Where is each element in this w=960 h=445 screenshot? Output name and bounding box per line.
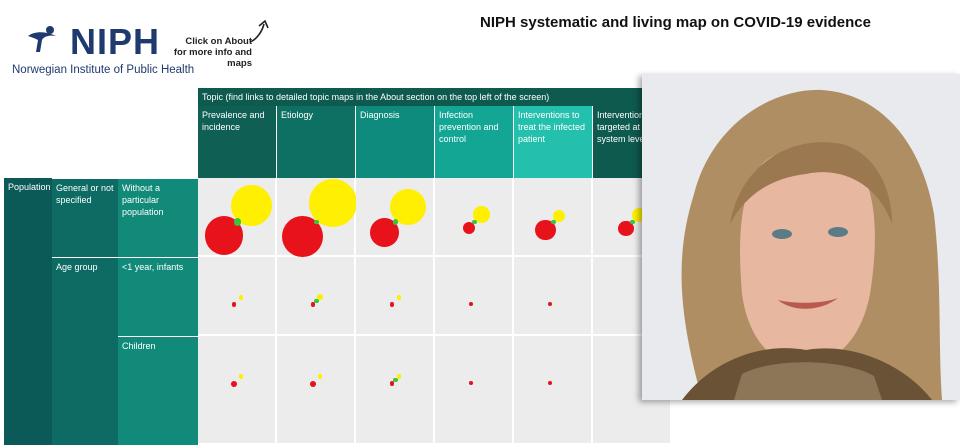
bubble-red[interactable] [548, 381, 553, 386]
row-subheader[interactable]: Children [118, 336, 198, 445]
map-cell[interactable] [514, 178, 593, 257]
bubble-yellow[interactable] [396, 294, 402, 300]
bubble-green[interactable] [314, 298, 319, 304]
map-cell[interactable] [435, 336, 514, 445]
bubble-green[interactable] [314, 219, 319, 225]
bubble-green[interactable] [392, 219, 399, 225]
map-cell[interactable] [356, 257, 435, 336]
logo-wordmark: NIPH [70, 21, 161, 62]
bubble-yellow[interactable] [553, 209, 566, 222]
niph-logo[interactable]: NIPH Norwegian Institute of Public Healt… [12, 20, 195, 80]
about-hint: Click on About for more info and maps [173, 36, 252, 69]
bubble-red[interactable] [548, 302, 553, 307]
bubble-red[interactable] [231, 302, 237, 307]
row-group-header: General or not specified [52, 178, 118, 257]
bubble-yellow[interactable] [473, 205, 490, 223]
column-header[interactable]: Prevalence and incidence [198, 106, 277, 178]
portrait-illustration [642, 74, 960, 400]
map-cell[interactable] [435, 178, 514, 257]
bubble-yellow[interactable] [308, 179, 357, 228]
bubble-green[interactable] [393, 377, 398, 383]
bubble-red[interactable] [469, 302, 474, 307]
column-header[interactable]: Etiology [277, 106, 356, 178]
column-header[interactable]: Infection prevention and control [435, 106, 514, 178]
bubble-red[interactable] [309, 380, 316, 387]
map-cell[interactable] [514, 336, 593, 445]
bubble-yellow[interactable] [238, 294, 244, 300]
bubble-red[interactable] [389, 302, 395, 307]
map-cell[interactable] [277, 336, 356, 445]
bubble-red[interactable] [230, 380, 237, 387]
niph-logo-icon [28, 26, 56, 52]
bubble-yellow[interactable] [317, 294, 324, 300]
column-header[interactable]: Diagnosis [356, 106, 435, 178]
map-cell[interactable] [198, 336, 277, 445]
map-cell[interactable] [277, 257, 356, 336]
logo-subtitle: Norwegian Institute of Public Health [12, 64, 195, 76]
bubble-yellow[interactable] [396, 373, 402, 379]
bubble-red[interactable] [389, 381, 395, 386]
map-cell[interactable] [198, 178, 277, 257]
row-subheader[interactable]: <1 year, infants [118, 257, 198, 336]
bubble-yellow[interactable] [317, 373, 323, 379]
bubble-red[interactable] [618, 220, 634, 237]
bubble-red[interactable] [310, 302, 316, 307]
map-cell[interactable] [435, 257, 514, 336]
map-cell[interactable] [198, 257, 277, 336]
page-title: NIPH systematic and living map on COVID-… [480, 14, 871, 31]
column-header[interactable]: Interventions to treat the infected pati… [514, 106, 593, 178]
bubble-red[interactable] [462, 221, 475, 234]
bubble-red[interactable] [535, 219, 556, 241]
map-cell[interactable] [277, 178, 357, 257]
map-cell[interactable] [356, 336, 435, 445]
bubble-green[interactable] [472, 219, 477, 225]
topic-header: Topic (find links to detailed topic maps… [198, 88, 672, 106]
presenter-photo [642, 74, 960, 400]
bubble-green[interactable] [551, 219, 556, 225]
bubble-green[interactable] [630, 219, 635, 225]
map-cell[interactable] [356, 178, 435, 257]
row-group-header: Age group [52, 257, 118, 445]
bubble-red[interactable] [469, 381, 474, 386]
population-header: Population [4, 178, 52, 445]
curved-arrow-icon [249, 19, 269, 43]
bubble-yellow[interactable] [238, 373, 244, 379]
bubble-green[interactable] [233, 218, 242, 226]
row-subheader[interactable]: Without a particular population [118, 178, 198, 257]
map-cell[interactable] [514, 257, 593, 336]
